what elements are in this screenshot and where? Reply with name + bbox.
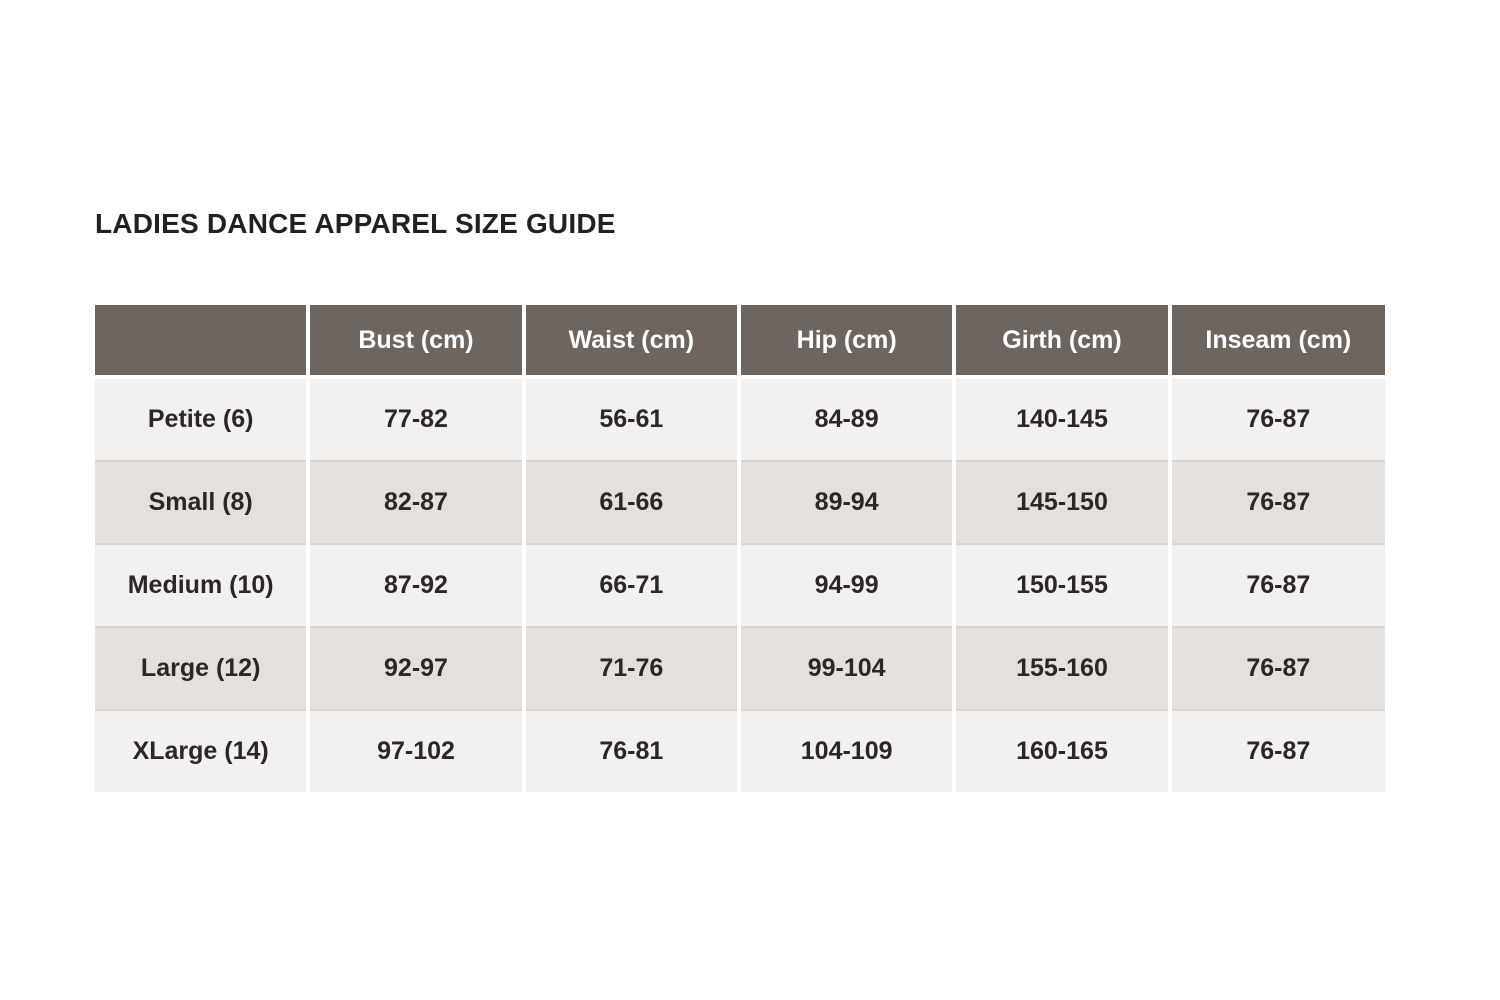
header-row: Bust (cm) Waist (cm) Hip (cm) Girth (cm)… bbox=[95, 305, 1385, 379]
inseam-value: 76-87 bbox=[1167, 460, 1385, 544]
hip-value: 89-94 bbox=[736, 460, 955, 544]
size-guide-table: Bust (cm) Waist (cm) Hip (cm) Girth (cm)… bbox=[95, 305, 1385, 792]
table-row-medium: Medium (10) 87-92 66-71 94-99 150-155 76… bbox=[95, 543, 1385, 627]
header-cell-size bbox=[95, 305, 309, 379]
header-cell-girth: Girth (cm) bbox=[952, 305, 1170, 379]
bust-value: 97-102 bbox=[306, 709, 524, 792]
waist-value: 76-81 bbox=[521, 709, 739, 792]
table-row-petite: Petite (6) 77-82 56-61 84-89 140-145 76-… bbox=[95, 377, 1385, 461]
table-row-xlarge: XLarge (14) 97-102 76-81 104-109 160-165… bbox=[95, 709, 1385, 792]
inseam-value: 76-87 bbox=[1167, 626, 1385, 710]
inseam-value: 76-87 bbox=[1167, 709, 1385, 792]
hip-value: 99-104 bbox=[736, 626, 955, 710]
inseam-value: 76-87 bbox=[1167, 377, 1385, 461]
bust-value: 77-82 bbox=[306, 377, 524, 461]
bust-value: 82-87 bbox=[306, 460, 524, 544]
girth-value: 155-160 bbox=[952, 626, 1170, 710]
girth-value: 150-155 bbox=[952, 543, 1170, 627]
row-label: XLarge (14) bbox=[95, 709, 309, 792]
table-header: Bust (cm) Waist (cm) Hip (cm) Girth (cm)… bbox=[95, 305, 1385, 379]
hip-value: 84-89 bbox=[736, 377, 955, 461]
table-body: Petite (6) 77-82 56-61 84-89 140-145 76-… bbox=[95, 377, 1385, 792]
bust-value: 92-97 bbox=[306, 626, 524, 710]
table-row-small: Small (8) 82-87 61-66 89-94 145-150 76-8… bbox=[95, 460, 1385, 544]
waist-value: 56-61 bbox=[521, 377, 739, 461]
waist-value: 66-71 bbox=[521, 543, 739, 627]
hip-value: 104-109 bbox=[736, 709, 955, 792]
header-cell-bust: Bust (cm) bbox=[306, 305, 524, 379]
waist-value: 61-66 bbox=[521, 460, 739, 544]
inseam-value: 76-87 bbox=[1167, 543, 1385, 627]
girth-value: 145-150 bbox=[952, 460, 1170, 544]
row-label: Medium (10) bbox=[95, 543, 309, 627]
waist-value: 71-76 bbox=[521, 626, 739, 710]
girth-value: 140-145 bbox=[952, 377, 1170, 461]
girth-value: 160-165 bbox=[952, 709, 1170, 792]
row-label: Petite (6) bbox=[95, 377, 309, 461]
header-cell-hip: Hip (cm) bbox=[736, 305, 955, 379]
bust-value: 87-92 bbox=[306, 543, 524, 627]
page-title: LADIES DANCE APPAREL SIZE GUIDE bbox=[95, 208, 616, 239]
hip-value: 94-99 bbox=[736, 543, 955, 627]
row-label: Small (8) bbox=[95, 460, 309, 544]
header-cell-waist: Waist (cm) bbox=[521, 305, 739, 379]
row-label: Large (12) bbox=[95, 626, 309, 710]
table-row-large: Large (12) 92-97 71-76 99-104 155-160 76… bbox=[95, 626, 1385, 710]
header-cell-inseam: Inseam (cm) bbox=[1167, 305, 1385, 379]
